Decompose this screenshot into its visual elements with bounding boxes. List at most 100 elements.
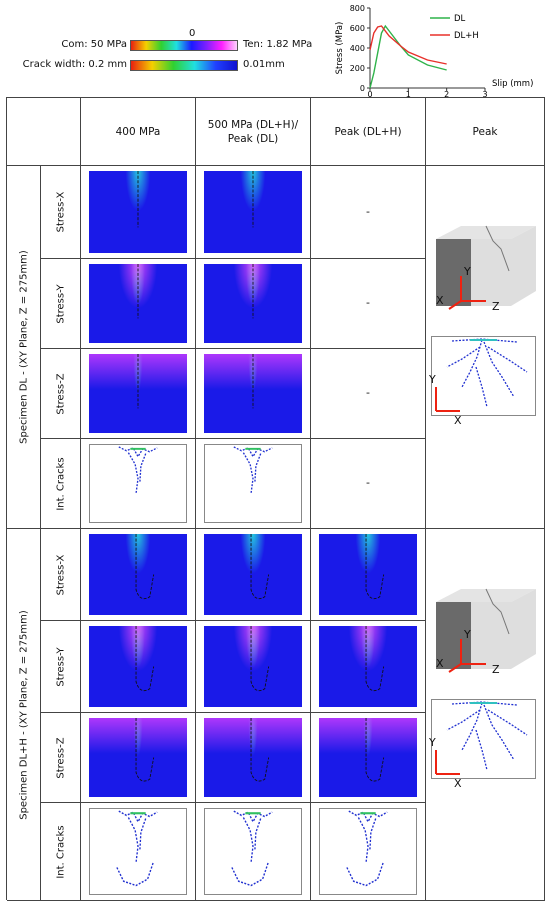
y-tick-label: 800 [350,4,365,13]
rebar-outline [365,718,385,782]
cube-drawing [436,225,536,310]
axis-label: X [454,777,462,790]
rebar-outline [135,626,155,692]
cube-drawing [436,588,536,673]
stress-mid-label: 0 [189,28,196,39]
rebar-outline [252,171,254,228]
row-label-cell: Stress-Y [41,621,81,713]
crack-pattern [118,446,158,494]
image-cell [81,259,196,349]
rebar-outline [135,534,155,600]
stress-contour-image [204,264,302,343]
rebar-outline [365,534,385,600]
y-tick-label: 400 [350,44,365,53]
image-cell: - [311,349,426,439]
image-cell [81,439,196,529]
legend-label: DL [454,14,466,24]
column-header: 500 MPa (DL+H)/ Peak (DL) [196,98,311,166]
rebar-outline [252,264,254,319]
crack-colorbar [130,60,238,71]
empty-mark: - [366,204,370,218]
axis-label: Y [429,736,436,749]
rebar-outline [250,534,270,600]
crack-image [204,444,302,523]
y-tick-label: 600 [350,24,365,33]
axis-label: Z [492,663,500,676]
image-cell [311,803,426,901]
rebar-outline [137,171,139,228]
series-line [369,24,447,89]
column-header: Peak (DL+H) [311,98,426,166]
image-cell [311,529,426,621]
stress-contour-image [204,626,302,707]
group-label-cell: Specimen DL - (XY Plane, Z = 275mm) [7,166,41,529]
axis-label: Y [429,373,436,386]
crack-peak-pattern [435,701,528,775]
row-label-cell: Int. Cracks [41,439,81,529]
image-cell [81,349,196,439]
row-label-cell: Int. Cracks [41,803,81,901]
image-cell [81,166,196,259]
rebar-outline [137,264,139,319]
image-cell [196,349,311,439]
rebar-outline [137,354,139,409]
crack-max-label: Crack width: 0.2 mm [22,59,127,70]
series-line [369,25,447,65]
stress-contour-image [204,534,302,615]
row-label-cell: Stress-X [41,529,81,621]
stress-contour-image [204,354,302,433]
y-tick-label: 0 [360,84,365,93]
row-label: Stress-X [55,191,66,233]
image-cell [196,259,311,349]
cube-image [431,584,539,674]
stress-contour-image [319,626,417,707]
row-label: Stress-Z [55,736,66,779]
axis-label: Y [464,628,471,641]
crack-peak-image [431,699,536,779]
image-cell: - [311,166,426,259]
x-tick-label: 1 [406,90,411,97]
stress-contour-image [89,264,187,343]
stress-contour-image [89,171,187,253]
crack-pattern [233,446,273,494]
y-tick-label: 200 [350,64,365,73]
image-cell [196,166,311,259]
row-label-cell: Stress-Y [41,259,81,349]
empty-mark: - [366,476,370,489]
row-label: Stress-Y [55,283,66,324]
y-axis-label: Stress (MPa) [335,22,345,75]
header-cell [7,98,81,166]
image-cell [81,713,196,803]
crack-peak-pattern [435,338,528,412]
rebar-outline [365,626,385,692]
rebar-outline [135,718,155,782]
crack-min-label: 0.01mm [243,59,285,70]
empty-mark: - [366,386,370,399]
image-cell [81,621,196,713]
x-tick-label: 2 [444,90,449,97]
stress-contour-image [319,718,417,797]
row-label: Stress-Z [55,372,66,415]
image-cell: - [311,439,426,529]
group-label-cell: Specimen DL+H - (XY Plane, Z = 275mm) [7,529,41,901]
crack-image [89,808,187,895]
stress-contour-image [89,534,187,615]
x-axis-label: Slip (mm) [492,79,533,89]
image-cell [196,803,311,901]
empty-mark: - [366,296,370,309]
row-label-cell: Stress-Z [41,713,81,803]
axis-label: Z [492,300,500,313]
group-label: Specimen DL+H - (XY Plane, Z = 275mm) [18,609,29,820]
column-header: Peak [426,98,545,166]
axis-label: X [436,657,444,670]
cube-image [431,221,539,311]
stress-contour-image [204,718,302,797]
figure-table: 400 MPa 500 MPa (DL+H)/ Peak (DL) Peak (DL… [6,97,545,901]
crack-pattern [231,810,273,887]
axis-label: Y [464,265,471,278]
stress-min-label: Com: 50 MPa [61,39,127,50]
row-label: Stress-Y [55,646,66,687]
legend-label: DL+H [454,31,479,41]
stress-contour-image [89,718,187,797]
